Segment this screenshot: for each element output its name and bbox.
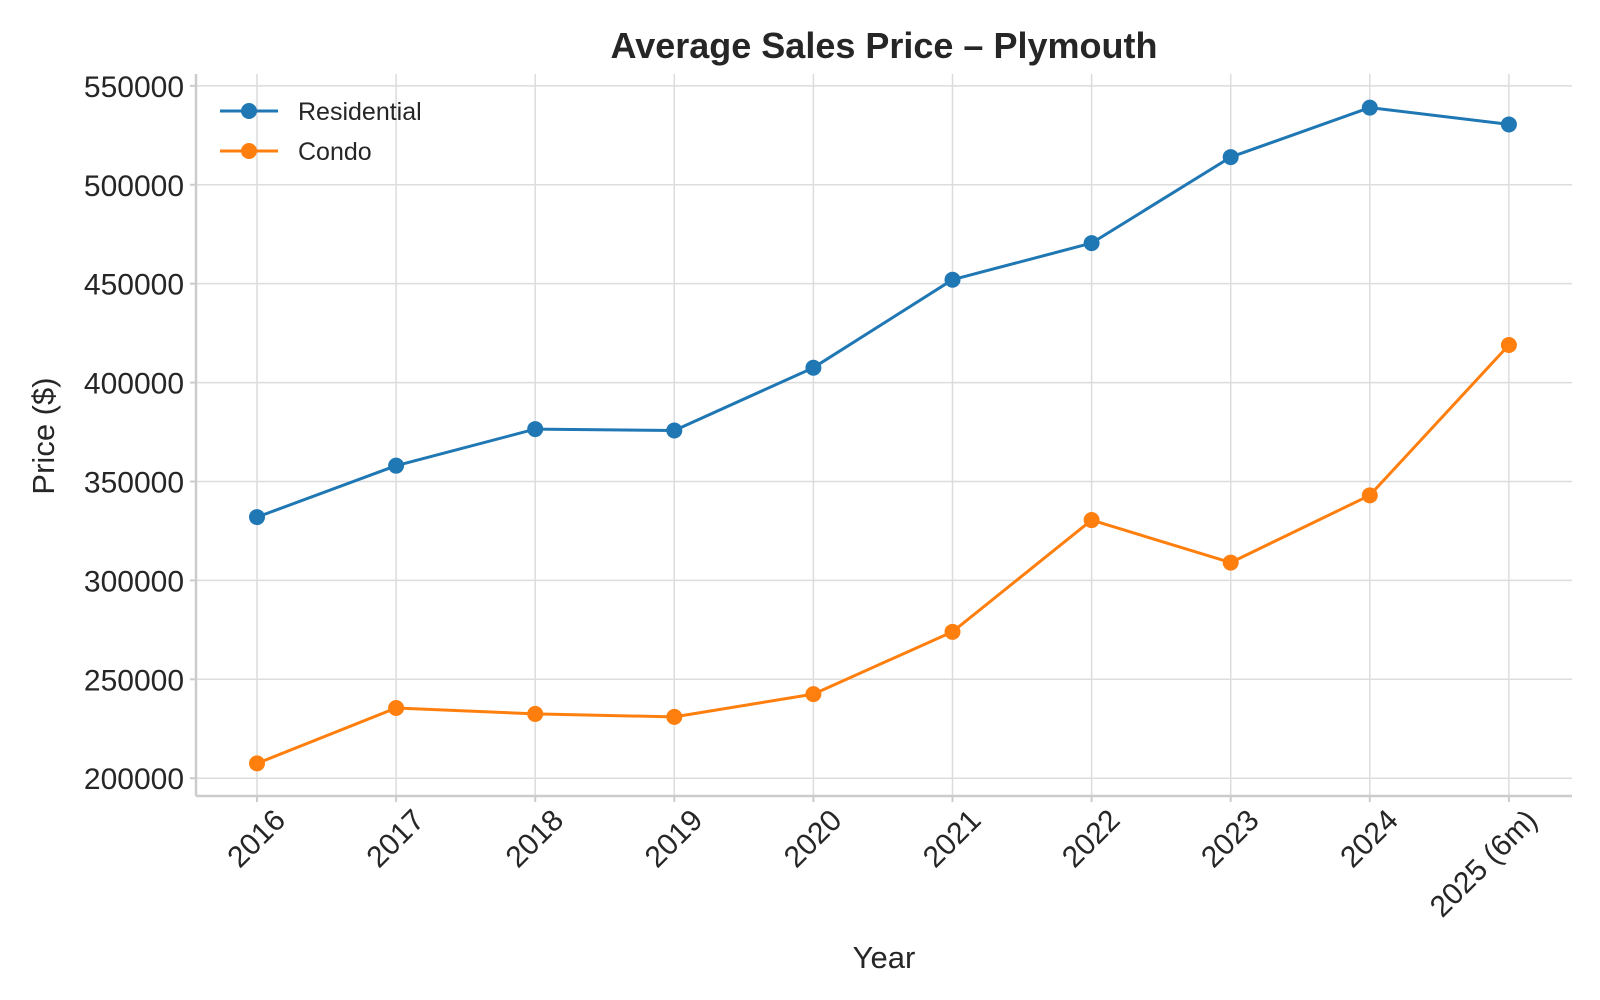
x-tick-label: 2024 [1334,804,1405,875]
data-point-condo [1361,487,1378,504]
data-point-residential [249,509,265,526]
y-tick-label: 400000 [84,368,184,401]
y-tick-label: 500000 [84,170,184,203]
x-axis-label: Year [853,940,916,975]
x-tick-label: 2023 [1195,804,1266,875]
data-point-residential [1222,149,1239,166]
y-tick-label: 300000 [84,565,184,598]
data-point-residential [805,359,822,376]
data-point-condo [666,708,683,725]
legend-label-condo: Condo [298,138,372,166]
x-tick-label: 2022 [1056,804,1127,875]
grid-lines [196,74,1572,796]
data-point-condo [1500,336,1517,353]
data-point-residential [388,457,405,474]
legend: Residential Condo [220,98,422,166]
x-tick-label: 2019 [639,804,710,875]
data-point-condo [1222,554,1239,571]
data-point-residential [944,271,961,288]
axes-spines [194,74,1572,798]
data-point-condo [944,623,961,640]
legend-marker-residential [241,103,257,119]
legend-marker-condo [241,143,257,159]
x-tick-label: 2020 [778,804,849,875]
x-tick-label: 2018 [500,804,571,875]
data-point-residential [1083,235,1100,252]
x-tick-label: 2021 [917,804,988,875]
y-tick-label: 200000 [84,763,184,796]
series-line-condo [256,343,1511,765]
series-line-residential [256,106,1510,519]
data-point-condo [805,686,822,703]
data-point-condo [1083,512,1100,529]
data-point-residential [527,421,544,438]
x-tick-label: 2025 (6m) [1424,804,1544,924]
data-point-condo [249,755,265,772]
y-tick-label: 350000 [84,466,184,499]
x-tick-label: 2017 [361,804,432,875]
data-point-condo [527,705,544,722]
legend-label-residential: Residential [298,98,422,126]
data-point-condo [388,699,405,716]
y-axis-label: Price ($) [26,377,61,494]
y-tick-label: 250000 [84,664,184,697]
chart-title: Average Sales Price – Plymouth [611,25,1158,66]
x-tick-label: 2016 [221,804,292,875]
data-point-residential [1500,116,1517,133]
y-tick-label: 550000 [84,71,184,104]
data-point-residential [666,422,683,439]
y-tick-label: 450000 [84,269,184,302]
data-point-residential [1361,99,1378,116]
data-series [249,99,1517,772]
